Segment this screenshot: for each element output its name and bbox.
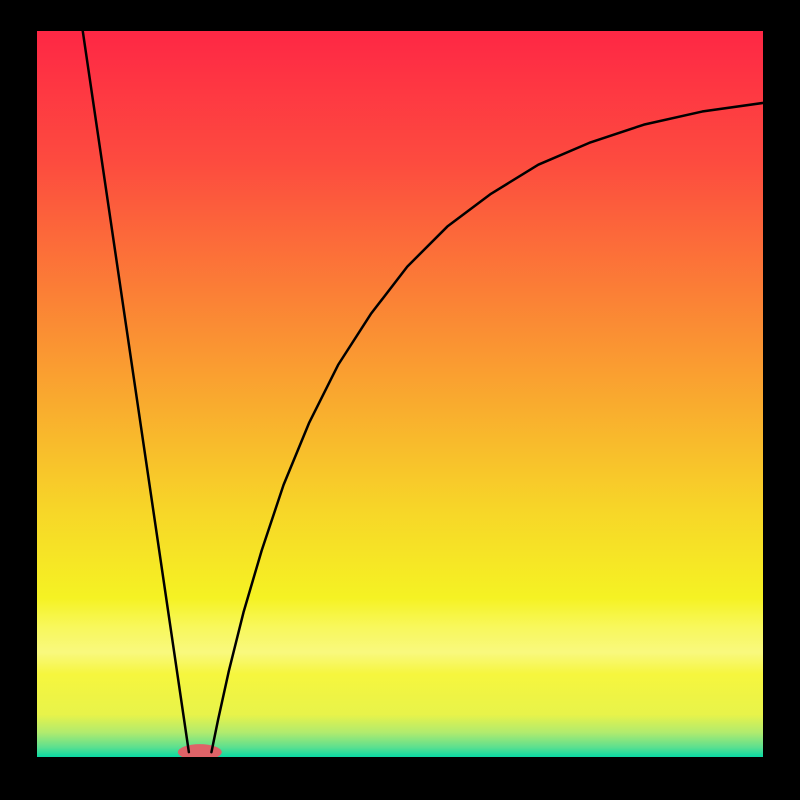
bottleneck-chart bbox=[0, 0, 800, 800]
plot-background bbox=[36, 30, 764, 758]
chart-container: TheBottleneck.com bbox=[0, 0, 800, 800]
